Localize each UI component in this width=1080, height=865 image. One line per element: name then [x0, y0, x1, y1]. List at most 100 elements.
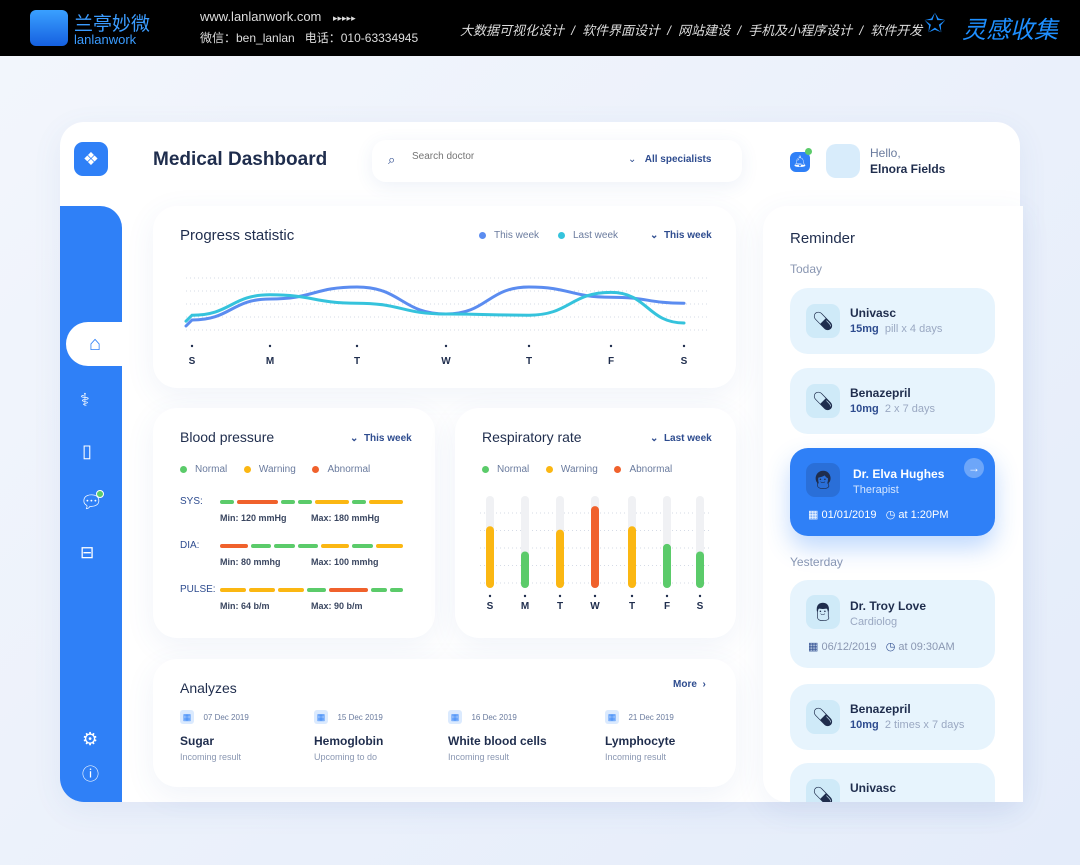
brand-logo-icon	[30, 10, 68, 46]
chevron-down-icon: ⌄	[628, 154, 637, 165]
x-tick-label: S	[189, 356, 196, 367]
greeting: Hello,	[870, 146, 901, 160]
tick-dot	[593, 594, 597, 598]
more-label: More	[673, 679, 697, 690]
avatar[interactable]	[826, 144, 860, 178]
bell-icon[interactable]: 🔔︎	[790, 152, 810, 172]
reminder-title: Reminder	[790, 230, 856, 247]
period-label: Last week	[663, 433, 712, 444]
settings-icon[interactable]: ⚙	[82, 729, 99, 749]
doctor-avatar: 👩︎	[806, 463, 840, 497]
bp-segment	[297, 500, 312, 504]
bp-min: Min: 64 b/m	[220, 601, 270, 611]
legend-dot	[482, 465, 489, 473]
filter-dropdown[interactable]: ⌄ All specialists	[628, 154, 711, 165]
arrow-right-icon[interactable]: →	[964, 458, 984, 478]
banner-url[interactable]: www.lanlanwork.com ▸▸▸▸▸	[200, 9, 356, 24]
progress-card: Progress statistic This week Last week ⌄…	[153, 206, 736, 388]
legend-dot	[545, 465, 553, 473]
calendar-icon: ▦	[314, 710, 328, 724]
date: 06/12/2019	[821, 641, 877, 653]
bp-segment	[351, 544, 373, 548]
medicine-icon: 💊︎	[806, 304, 840, 338]
appointment-item[interactable]: 👨︎ Dr. Troy Love Cardiolog ▦ 06/12/2019 …	[790, 580, 995, 668]
notification-badge	[805, 148, 812, 155]
tick-dot	[609, 344, 613, 348]
x-tick-label: W	[590, 601, 600, 612]
resp-title: Respiratory rate	[482, 429, 582, 445]
x-tick-label: F	[608, 356, 614, 367]
legend-label: Abnormal	[629, 464, 673, 475]
bp-segment	[390, 588, 403, 592]
search-bar: ⌕ ⌄ All specialists	[372, 140, 742, 182]
bp-segment	[220, 544, 248, 548]
analysis-date: 21 Dec 2019	[628, 713, 674, 722]
bp-segment	[314, 500, 349, 504]
brand-en: lanlanwork	[74, 32, 137, 47]
analysis-item[interactable]: ▦ 21 Dec 2019 Lymphocyte Incoming result	[605, 707, 735, 762]
url-text: www.lanlanwork.com	[200, 9, 322, 24]
appointment-time: ▦ 06/12/2019 ◷ at 09:30AM	[808, 640, 955, 653]
bp-segment	[321, 544, 349, 548]
doctor-avatar: 👨︎	[806, 595, 840, 629]
bp-title: Blood pressure	[180, 429, 275, 445]
bp-max: Max: 180 mmHg	[311, 513, 380, 523]
analysis-item[interactable]: ▦ 16 Dec 2019 White blood cells Incoming…	[448, 707, 578, 762]
more-link[interactable]: More ›	[673, 679, 706, 690]
legend-label: Normal	[195, 464, 228, 475]
reminder-item[interactable]: 💊︎ Benazepril 10mg 2 times x 7 days	[790, 684, 995, 750]
search-input[interactable]	[412, 151, 592, 162]
period-dropdown[interactable]: ⌄ This week	[650, 230, 712, 241]
x-tick-label: T	[526, 356, 532, 367]
legend-label: Warning	[258, 464, 296, 475]
tick-dot	[190, 344, 194, 348]
arrows: ▸▸▸▸▸	[333, 13, 356, 23]
tick-dot	[682, 344, 686, 348]
legend-dot	[614, 465, 622, 473]
x-tick-label: T	[354, 356, 360, 367]
clipboard-icon[interactable]: ▯	[82, 441, 92, 461]
x-tick-label: T	[557, 601, 563, 612]
bp-max: Max: 100 mmhg	[311, 557, 379, 567]
reminder-item[interactable]: 💊︎ Benazepril 10mg 2 x 7 days	[790, 368, 995, 434]
analysis-item[interactable]: ▦ 15 Dec 2019 Hemoglobin Upcoming to do	[314, 707, 444, 762]
calendar-icon: ▦	[605, 710, 619, 724]
search-icon: ⌕	[388, 152, 396, 167]
tick-dot	[630, 594, 634, 598]
analysis-name: Lymphocyte	[605, 734, 676, 748]
analysis-status: Incoming result	[180, 752, 242, 762]
reminder-item[interactable]: 💊︎ Univasc	[790, 763, 995, 802]
bp-segment	[329, 588, 369, 592]
inbox-icon[interactable]: ⊟	[80, 543, 95, 562]
analysis-date: 16 Dec 2019	[471, 713, 517, 722]
analysis-item[interactable]: ▦ 07 Dec 2019 Sugar Incoming result	[180, 707, 310, 762]
calendar-icon: ▦	[808, 641, 819, 653]
clock-icon: ◷	[885, 509, 896, 521]
tick-dot	[355, 344, 359, 348]
legend-dot	[243, 465, 251, 473]
bp-period-dropdown[interactable]: ⌄ This week	[350, 433, 412, 444]
bp-segment	[375, 544, 403, 548]
tick-dot	[665, 594, 669, 598]
legend-label: Normal	[497, 464, 530, 475]
app-logo-icon[interactable]: ❖	[74, 142, 108, 176]
resp-period-dropdown[interactable]: ⌄ Last week	[650, 433, 712, 444]
bp-min: Min: 80 mmhg	[220, 557, 281, 567]
filter-label: All specialists	[644, 154, 712, 165]
home-icon[interactable]: ⌂	[66, 322, 122, 366]
medicine-icon: 💊︎	[806, 700, 840, 734]
appointment-item-active[interactable]: 👩︎ Dr. Elva Hughes Therapist → ▦ 01/01/2…	[790, 448, 995, 536]
bp-min: Min: 120 mmHg	[220, 513, 287, 523]
medicine-name: Benazepril	[850, 702, 911, 716]
banner: 兰亭妙微 lanlanwork www.lanlanwork.com ▸▸▸▸▸…	[0, 0, 1080, 56]
calendar-icon: ▦	[180, 710, 194, 724]
doctor-icon[interactable]: ⚕	[80, 390, 90, 410]
medicine-icon: 💊︎	[806, 384, 840, 418]
medicine-icon: 💊︎	[806, 779, 840, 802]
analysis-date: 15 Dec 2019	[337, 713, 383, 722]
calendar-icon: ▦	[808, 509, 819, 521]
info-icon[interactable]: ⓘ	[82, 765, 99, 784]
bp-segment	[371, 588, 387, 592]
x-tick-label: S	[681, 356, 688, 367]
reminder-item[interactable]: 💊︎ Univasc 15mg pill x 4 days	[790, 288, 995, 354]
